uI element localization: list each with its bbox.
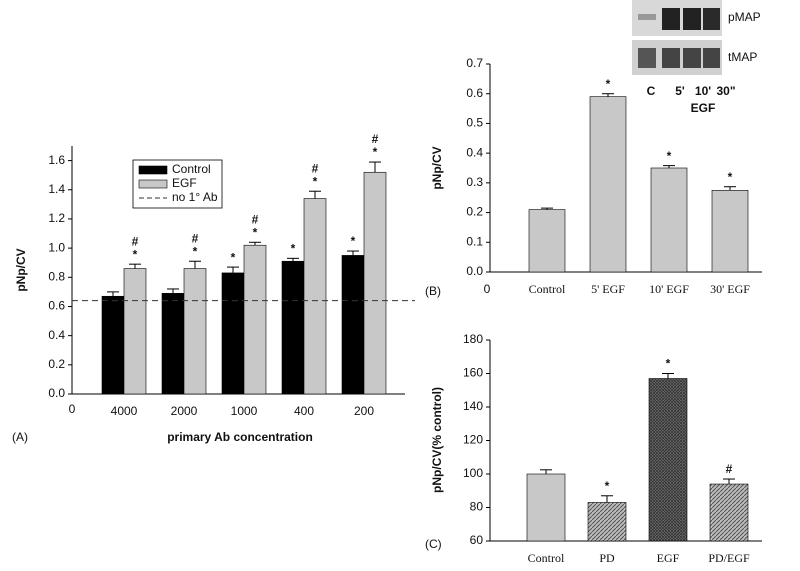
annotation: * bbox=[728, 170, 733, 184]
x-tick-label: EGF bbox=[657, 551, 680, 565]
y-tick-label: 1.4 bbox=[48, 182, 65, 196]
y-tick-label: 60 bbox=[470, 533, 484, 547]
legend-label: no 1° Ab bbox=[172, 190, 218, 204]
y-tick-label: 0.6 bbox=[48, 299, 65, 313]
legend-swatch bbox=[138, 165, 168, 175]
x-tick-label: 4000 bbox=[111, 404, 138, 418]
y-tick-label: 1.0 bbox=[48, 240, 65, 254]
y-tick-label: 0.8 bbox=[48, 269, 65, 283]
x-tick-label: 200 bbox=[354, 404, 374, 418]
y-tick-label: 0.0 bbox=[466, 264, 483, 278]
blot-lane-label: 5' bbox=[675, 84, 685, 98]
y-tick-label: 1.6 bbox=[48, 153, 65, 167]
bar bbox=[709, 483, 749, 542]
y-tick-label: 0.5 bbox=[466, 116, 483, 130]
y-tick-label: 0.4 bbox=[48, 328, 65, 342]
bar bbox=[183, 268, 207, 395]
legend-label: Control bbox=[172, 162, 211, 176]
panel-label: (B) bbox=[425, 284, 441, 298]
bar bbox=[528, 209, 566, 273]
bar bbox=[711, 189, 749, 273]
x-tick-label: 0 bbox=[69, 402, 76, 416]
bar bbox=[589, 96, 627, 273]
annotation: * bbox=[605, 479, 610, 493]
y-tick-label: 0.6 bbox=[466, 86, 483, 100]
bar bbox=[650, 167, 688, 273]
blot-lane-label: 30" bbox=[716, 84, 735, 98]
y-axis-title: pNp/CV bbox=[430, 146, 444, 189]
y-tick-label: 0.7 bbox=[466, 56, 483, 70]
legend-label: EGF bbox=[172, 176, 197, 190]
annotation: # bbox=[372, 132, 379, 146]
blot-group-label: EGF bbox=[691, 101, 716, 115]
panel-label: (A) bbox=[12, 430, 28, 444]
y-tick-label: 0.2 bbox=[466, 205, 483, 219]
annotation: * bbox=[606, 77, 611, 91]
blot-lane-label: 10' bbox=[695, 84, 711, 98]
annotation: * bbox=[291, 242, 296, 256]
y-tick-label: 80 bbox=[470, 500, 484, 514]
annotation: # bbox=[312, 161, 319, 175]
bar bbox=[281, 260, 305, 395]
y-tick-label: 0.2 bbox=[48, 357, 65, 371]
y-tick-label: 0.4 bbox=[466, 145, 483, 159]
bar bbox=[303, 198, 327, 395]
blot-row-label: pMAP bbox=[728, 10, 761, 24]
y-tick-label: 180 bbox=[463, 332, 483, 346]
annotation: * bbox=[373, 145, 378, 159]
y-tick-label: 140 bbox=[463, 399, 483, 413]
y-tick-label: 0.0 bbox=[48, 386, 65, 400]
bar bbox=[161, 293, 185, 395]
bar bbox=[648, 378, 688, 542]
y-tick-label: 0.3 bbox=[466, 175, 483, 189]
x-tick-label: 400 bbox=[294, 404, 314, 418]
annotation: * bbox=[313, 174, 318, 188]
blot-row-label: tMAP bbox=[728, 50, 757, 64]
y-tick-label: 120 bbox=[463, 433, 483, 447]
blot bbox=[632, 0, 722, 75]
x-tick-label: PD/EGF bbox=[708, 551, 750, 565]
x-tick-label: 10' EGF bbox=[649, 282, 689, 296]
bar bbox=[526, 473, 566, 542]
x-tick-label: 5' EGF bbox=[591, 282, 625, 296]
bar bbox=[341, 255, 365, 395]
annotation: * bbox=[667, 149, 672, 163]
annotation: # bbox=[252, 212, 259, 226]
x-tick-label: 2000 bbox=[171, 404, 198, 418]
annotation: * bbox=[351, 234, 356, 248]
y-tick-label: 100 bbox=[463, 466, 483, 480]
legend-swatch bbox=[138, 179, 168, 189]
annotation: * bbox=[231, 250, 236, 264]
y-axis-title: pNp/CV(% control) bbox=[430, 387, 444, 493]
bar bbox=[123, 268, 147, 395]
x-tick-label: 1000 bbox=[231, 404, 258, 418]
bar bbox=[221, 272, 245, 395]
x-tick-label: Control bbox=[529, 282, 566, 296]
annotation: * bbox=[133, 247, 138, 261]
x-tick-label: 0 bbox=[484, 282, 491, 296]
annotation: # bbox=[132, 234, 139, 248]
y-tick-label: 160 bbox=[463, 366, 483, 380]
panel-label: (C) bbox=[425, 537, 442, 551]
annotation: * bbox=[193, 244, 198, 258]
x-tick-label: 30' EGF bbox=[710, 282, 750, 296]
bar bbox=[363, 171, 387, 395]
blot-lane-label: C bbox=[647, 84, 656, 98]
y-axis-title: pNp/CV bbox=[14, 248, 28, 291]
annotation: * bbox=[253, 225, 258, 239]
annotation: # bbox=[726, 462, 733, 476]
y-tick-label: 1.2 bbox=[48, 211, 65, 225]
bar bbox=[587, 502, 627, 542]
x-tick-label: PD bbox=[599, 551, 615, 565]
bar bbox=[243, 244, 267, 395]
y-tick-label: 0.1 bbox=[466, 234, 483, 248]
bar bbox=[101, 295, 125, 395]
x-tick-label: Control bbox=[528, 551, 565, 565]
annotation: * bbox=[666, 357, 671, 371]
annotation: # bbox=[192, 231, 199, 245]
x-axis-title: primary Ab concentration bbox=[167, 430, 313, 444]
